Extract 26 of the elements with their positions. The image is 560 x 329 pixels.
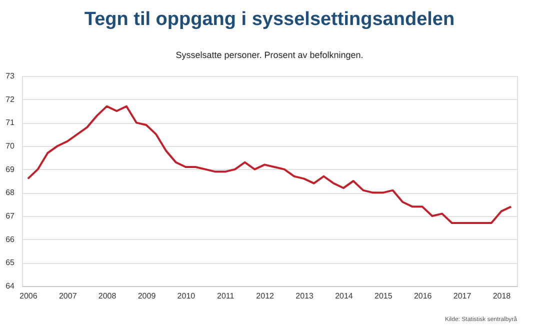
x-tick-label: 2013 [296,292,314,300]
x-tick-label: 2011 [217,292,235,300]
x-tick-label: 2015 [374,292,393,300]
chart-title: Tegn til oppgang i sysselsettingsandelen [84,9,455,30]
x-tick-label: 2016 [414,292,432,300]
x-tick-label: 2010 [177,292,196,300]
x-tick-label: 2018 [492,292,512,300]
y-tick-label: 68 [6,188,16,198]
y-tick-label: 64 [6,282,16,290]
line-series [26,105,512,224]
y-tick-label: 72 [6,94,16,104]
y-tick-label: 67 [6,212,16,220]
y-tick-label: 73 [6,72,16,80]
y-tick-label: 69 [6,164,16,174]
y-tick-label: 71 [6,118,16,128]
x-tick-label: 2009 [138,292,156,300]
chart-subtitle: Sysselsatte personer. Prosent av befolkningen. [176,50,364,60]
x-tick-label: 2017 [453,292,472,300]
x-tick-label: 2008 [98,292,117,300]
y-tick-label: 65 [6,258,16,268]
x-tick-label: 2012 [256,292,275,300]
x-tick-label: 2006 [20,292,38,300]
x-tick-label: 2014 [335,292,354,300]
x-tick-label: 2007 [58,292,78,300]
y-tick-label: 66 [6,234,16,244]
y-tick-label: 70 [6,142,16,150]
